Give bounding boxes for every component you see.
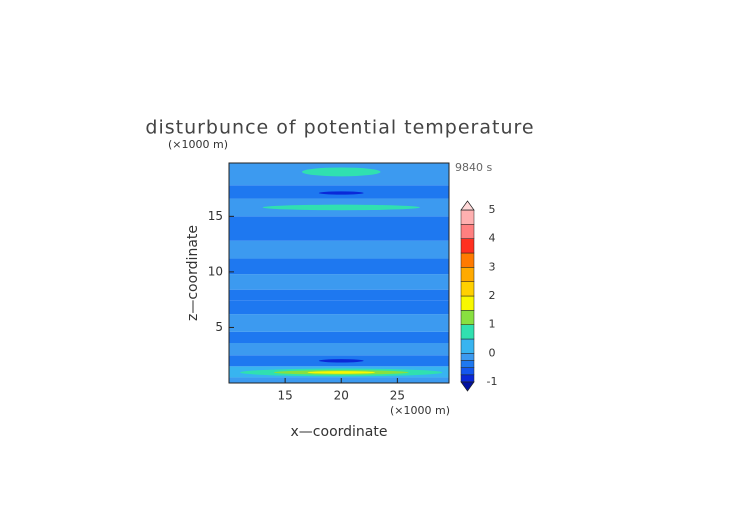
plot-frame bbox=[228, 162, 450, 384]
colorbar-swatch bbox=[460, 353, 475, 361]
y-unit: (×1000 m) bbox=[168, 138, 228, 151]
contour-patch bbox=[318, 191, 364, 195]
contour-patch bbox=[301, 167, 381, 177]
colorbar-swatch bbox=[460, 252, 475, 268]
colorbar-tick-label: 5 bbox=[489, 203, 496, 216]
colorbar-swatch bbox=[460, 295, 475, 311]
colorbar-swatch bbox=[460, 360, 475, 368]
x-tick-label: 15 bbox=[277, 389, 292, 403]
chart-title: disturbunce of potential temperature bbox=[145, 117, 534, 139]
colorbar-swatch bbox=[460, 224, 475, 239]
colorbar-swatch bbox=[460, 374, 475, 383]
colorbar-swatch bbox=[460, 367, 475, 376]
colorbar-swatch bbox=[460, 310, 475, 325]
y-tick-label: 10 bbox=[208, 264, 223, 278]
x-axis-label: x—coordinate bbox=[291, 424, 388, 440]
colorbar-swatch bbox=[460, 281, 475, 297]
colorbar-swatch bbox=[460, 267, 475, 282]
colorbar-tick-label: 1 bbox=[489, 318, 496, 331]
contour-band bbox=[229, 343, 449, 356]
x-tick-label: 20 bbox=[334, 389, 349, 403]
colorbar-tick-label: 2 bbox=[489, 289, 496, 302]
contour-band bbox=[229, 300, 449, 315]
contour-patch bbox=[307, 371, 375, 374]
time-label: 9840 s bbox=[455, 161, 492, 174]
colorbar-swatch bbox=[460, 338, 475, 354]
contour-band bbox=[229, 331, 449, 343]
colorbar-swatch bbox=[460, 209, 475, 225]
colorbar-tick-label: 3 bbox=[489, 260, 496, 273]
colorbar-tick-label: -1 bbox=[487, 375, 498, 388]
colorbar-tick-label: 4 bbox=[489, 232, 496, 245]
colorbar-tick-label: 0 bbox=[489, 346, 496, 359]
x-unit: (×1000 m) bbox=[390, 404, 450, 417]
contour-patch bbox=[262, 204, 420, 211]
contour-band bbox=[229, 240, 449, 259]
contour-band bbox=[229, 289, 449, 301]
contour-band bbox=[229, 216, 449, 241]
y-tick-label: 5 bbox=[215, 320, 223, 334]
contour-band bbox=[229, 258, 449, 275]
colorbar-swatch bbox=[460, 324, 475, 340]
y-tick-label: 15 bbox=[208, 209, 223, 223]
contour-band bbox=[229, 314, 449, 332]
x-tick-label: 25 bbox=[390, 389, 405, 403]
y-axis-label: z—coordinate bbox=[185, 225, 201, 321]
colorbar-under bbox=[460, 381, 475, 392]
colorbar-swatch bbox=[460, 238, 475, 254]
contour-band bbox=[229, 274, 449, 290]
contour-band bbox=[229, 377, 449, 383]
colorbar-over bbox=[460, 200, 475, 211]
contour-patch bbox=[318, 359, 364, 363]
